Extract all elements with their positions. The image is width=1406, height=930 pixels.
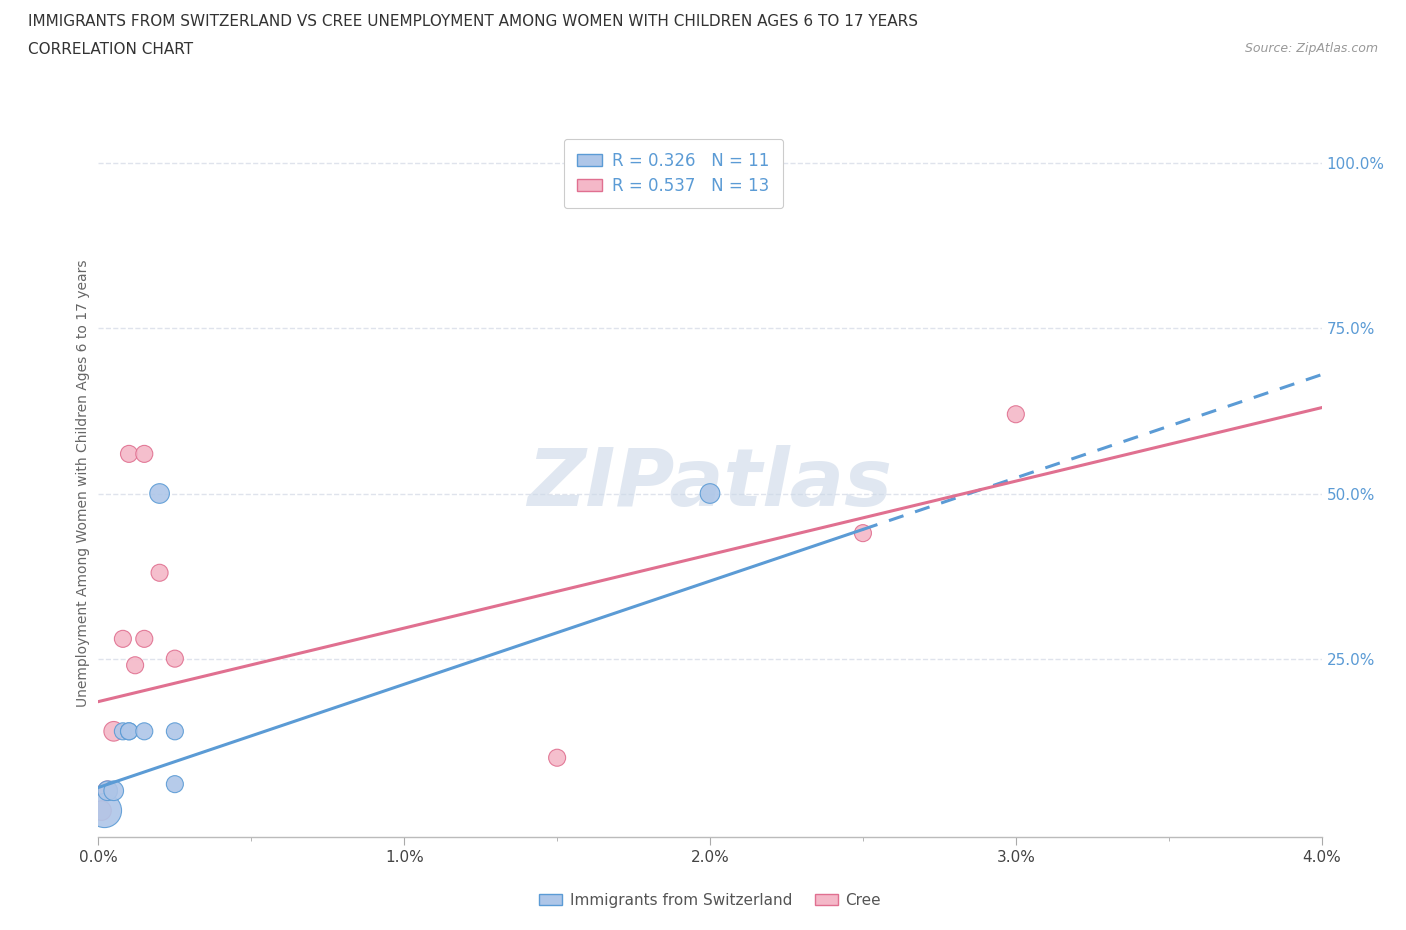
Point (118, 724, 141, 738)
Point (97, 783, 120, 798)
Legend: Immigrants from Switzerland, Cree: Immigrants from Switzerland, Cree (533, 887, 887, 914)
Text: CORRELATION CHART: CORRELATION CHART (28, 42, 193, 57)
Text: IMMIGRANTS FROM SWITZERLAND VS CREE UNEMPLOYMENT AMONG WOMEN WITH CHILDREN AGES : IMMIGRANTS FROM SWITZERLAND VS CREE UNEM… (28, 14, 918, 29)
Point (134, 631, 156, 646)
Point (163, 724, 186, 738)
Point (134, 724, 156, 738)
Point (149, 486, 172, 501)
Point (103, 783, 125, 798)
Point (93, 804, 115, 818)
Point (124, 658, 146, 672)
Point (111, 724, 134, 738)
Point (134, 446, 156, 461)
Point (97, 783, 120, 798)
Point (546, 751, 568, 765)
Point (163, 651, 186, 666)
Text: Source: ZipAtlas.com: Source: ZipAtlas.com (1244, 42, 1378, 55)
Point (90, 804, 112, 818)
Point (118, 446, 141, 461)
Point (111, 631, 134, 646)
Point (149, 565, 172, 580)
Point (163, 777, 186, 791)
Point (699, 486, 721, 501)
Point (1004, 406, 1026, 421)
Text: ZIPatlas: ZIPatlas (527, 445, 893, 523)
Point (852, 525, 875, 540)
Point (118, 724, 141, 738)
Y-axis label: Unemployment Among Women with Children Ages 6 to 17 years: Unemployment Among Women with Children A… (76, 259, 90, 708)
Point (103, 724, 125, 738)
